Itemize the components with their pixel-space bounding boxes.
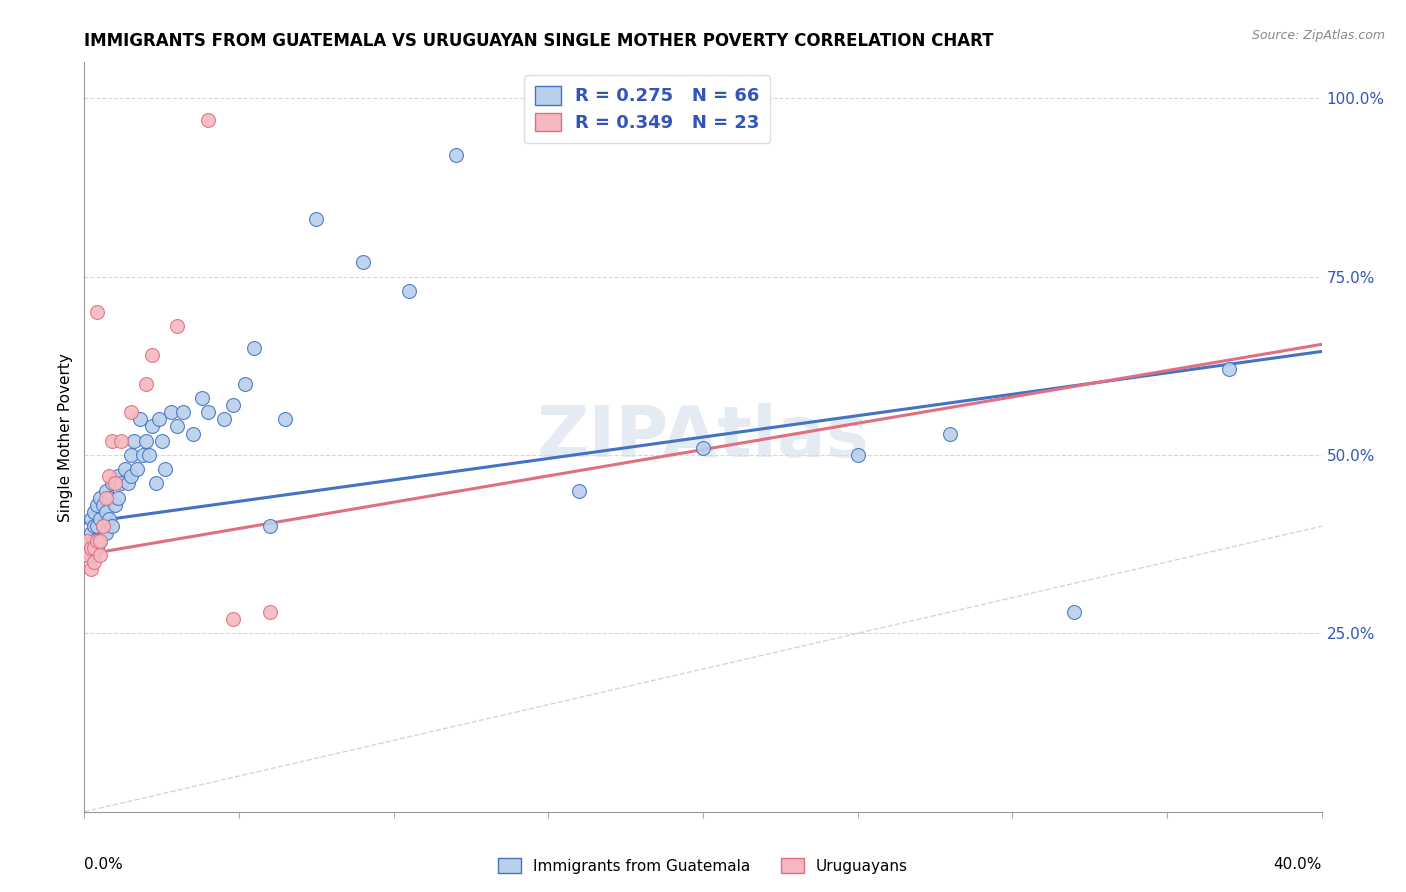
Point [212,412,235,426]
Point [98,469,121,483]
Point [91,498,114,512]
Point [1063,605,1085,619]
Point [150,434,173,448]
Point [76,533,98,548]
Point [197,112,219,127]
Point [222,612,245,626]
Text: 40.0%: 40.0% [1274,856,1322,871]
Point [166,319,188,334]
Point [145,476,167,491]
Point [79,541,101,555]
Point [94,491,117,505]
Point [107,469,129,483]
Text: IMMIGRANTS FROM GUATEMALA VS URUGUAYAN SINGLE MOTHER POVERTY CORRELATION CHART: IMMIGRANTS FROM GUATEMALA VS URUGUAYAN S… [84,32,994,50]
Point [135,434,157,448]
Point [86,533,108,548]
Point [138,448,160,462]
Point [86,519,108,533]
Point [79,512,101,526]
Point [79,548,101,562]
Point [76,533,98,548]
Point [107,491,129,505]
Point [172,405,194,419]
Point [110,476,132,491]
Point [76,548,98,562]
Point [101,519,124,533]
Point [160,405,183,419]
Point [89,491,111,505]
Point [120,448,142,462]
Y-axis label: Single Mother Poverty: Single Mother Poverty [58,352,73,522]
Point [76,548,98,562]
Point [305,212,328,227]
Point [166,419,188,434]
Point [91,519,114,533]
Point [939,426,962,441]
Point [122,434,145,448]
Point [83,548,105,562]
Text: ZIPAtlas: ZIPAtlas [537,402,869,472]
Point [79,562,101,576]
Point [86,305,108,319]
Point [83,519,105,533]
Point [114,462,136,476]
Point [79,541,101,555]
Point [444,148,467,162]
Point [110,434,132,448]
Point [89,533,111,548]
Point [104,476,127,491]
Point [89,512,111,526]
Point [120,469,142,483]
Point [191,391,214,405]
Point [352,255,374,269]
Point [91,519,114,533]
Point [132,448,155,462]
Point [1218,362,1240,376]
Point [83,555,105,569]
Point [83,505,105,519]
Point [398,284,420,298]
Point [79,526,101,541]
Point [568,483,591,498]
Point [692,441,714,455]
Point [259,605,281,619]
Point [233,376,256,391]
Point [141,348,163,362]
Point [846,448,869,462]
Point [243,341,266,355]
Point [83,533,105,548]
Point [98,491,121,505]
Point [181,426,204,441]
Legend: R = 0.275   N = 66, R = 0.349   N = 23: R = 0.275 N = 66, R = 0.349 N = 23 [524,75,770,143]
Point [89,548,111,562]
Text: Source: ZipAtlas.com: Source: ZipAtlas.com [1251,29,1385,42]
Point [98,512,121,526]
Point [197,405,219,419]
Point [94,483,117,498]
Point [153,462,176,476]
Point [148,412,170,426]
Point [141,419,163,434]
Text: 0.0%: 0.0% [84,856,124,871]
Point [94,505,117,519]
Point [86,498,108,512]
Point [125,462,148,476]
Point [259,519,281,533]
Point [222,398,245,412]
Point [120,405,142,419]
Point [83,541,105,555]
Point [135,376,157,391]
Point [94,526,117,541]
Point [101,434,124,448]
Point [117,476,139,491]
Point [89,533,111,548]
Point [86,541,108,555]
Point [101,476,124,491]
Legend: Immigrants from Guatemala, Uruguayans: Immigrants from Guatemala, Uruguayans [492,852,914,880]
Point [274,412,297,426]
Point [129,412,152,426]
Point [104,498,127,512]
